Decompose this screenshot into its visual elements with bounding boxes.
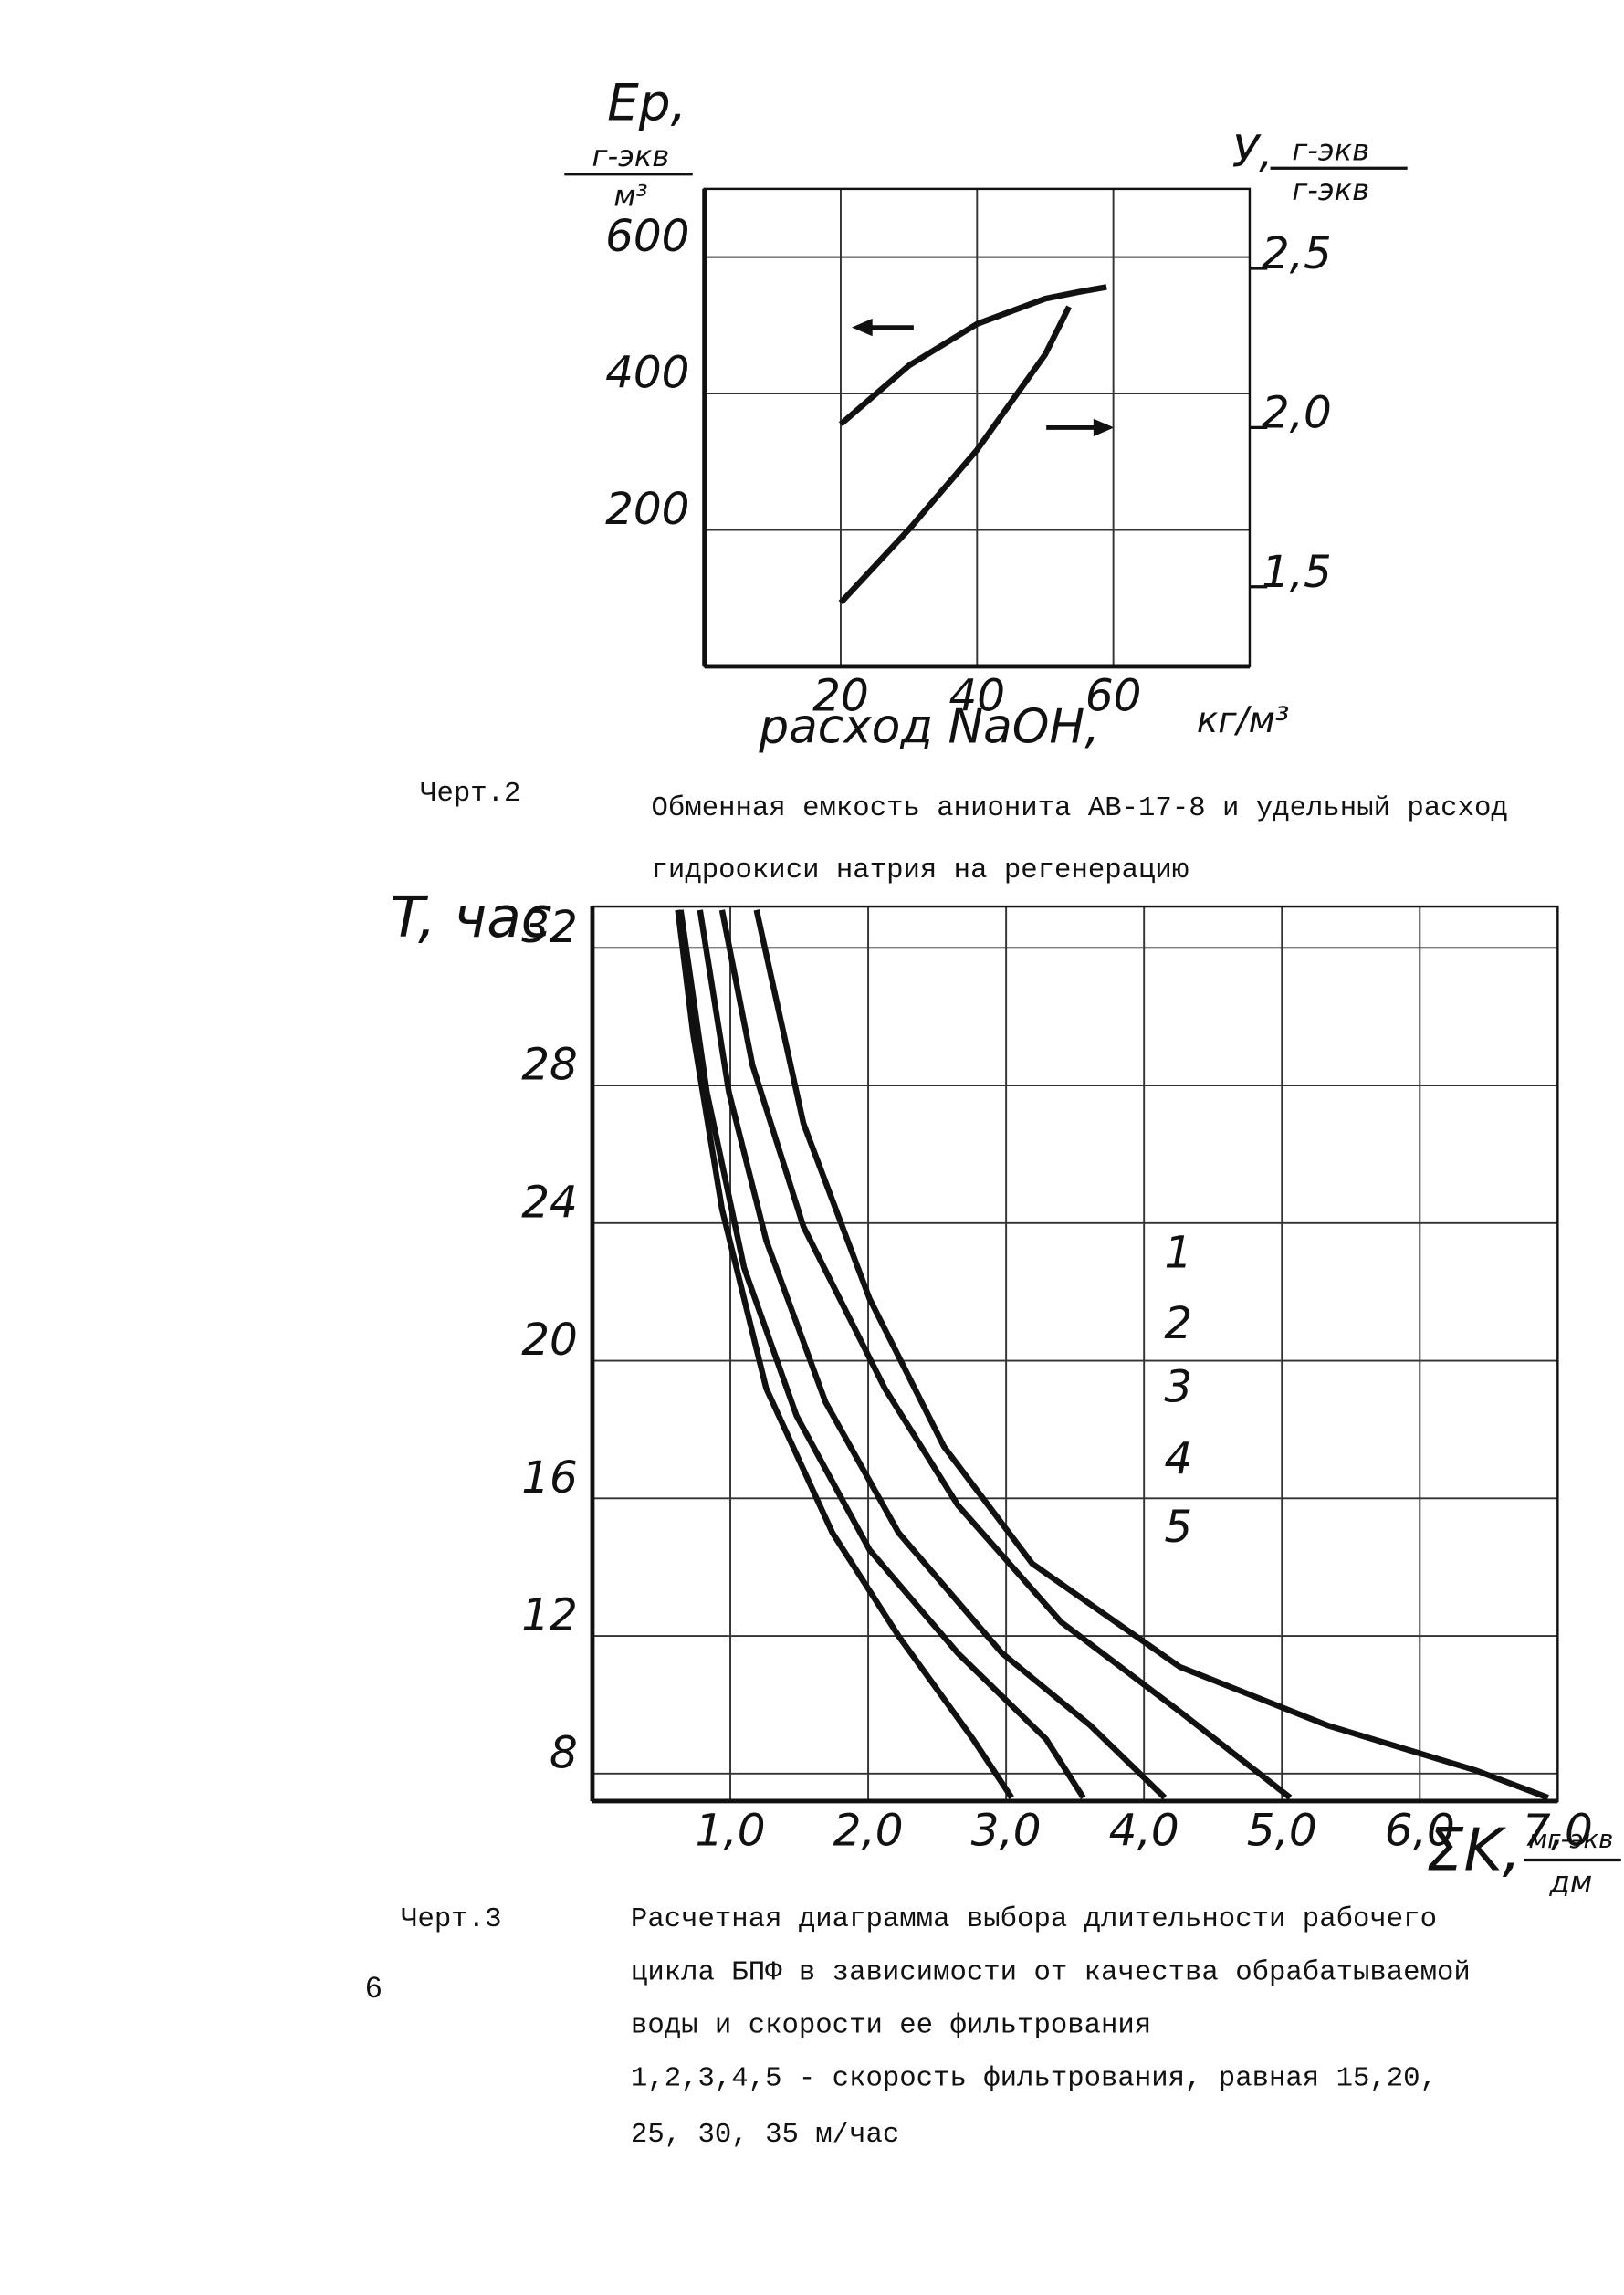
y-tick-label: 24 [521,1177,578,1228]
x-tick-label: 6,0 [1385,1805,1455,1856]
x-unit-num: мг-экв [1528,1826,1613,1854]
data-line [718,909,1293,1800]
y2-label: У, [1232,127,1273,178]
caption-line: цикла БПФ в зависимости от качества обра… [631,1956,1471,1988]
y-tick-label: 8 [550,1727,578,1778]
x-tick-label: 60 [1085,670,1142,721]
y2-tick-label: 2,5 [1262,228,1332,279]
data-line [697,909,1168,1800]
y2-tick-label: 1,5 [1262,547,1332,598]
series-label: 3 [1164,1362,1192,1413]
arrow-head [1093,418,1115,437]
caption-label: Черт.3 [401,1903,501,1935]
y-label: T, час [391,886,552,950]
caption-line: 25, 30, 35 м/час [631,2119,899,2151]
y-tick-label: 600 [605,211,689,262]
x-label: расход NaOH, [758,699,1099,754]
x-tick-label: 5,0 [1247,1805,1317,1856]
x-tick-label: 7,0 [1523,1805,1593,1856]
caption-line: гидроокиси натрия на регенерацию [652,854,1189,886]
y2-unit-num: г-экв [1292,133,1369,168]
y2-tick-label: 2,0 [1262,387,1332,438]
y-label: Eр, [607,74,686,132]
data-line [675,909,1014,1799]
x-tick-label: 4,0 [1109,1805,1179,1856]
data-line [753,909,1549,1801]
x-tick-label: 1,0 [696,1805,766,1856]
y-tick-label: 32 [521,902,578,953]
x-label: ΣK, [1427,1817,1522,1885]
caption-line: Расчетная диаграмма выбора длительности … [631,1903,1437,1935]
caption-line: воды и скорости ее фильтрования [631,2009,1151,2041]
series-label: 5 [1164,1502,1192,1553]
y-tick-label: 400 [605,348,689,399]
y-tick-label: 20 [521,1315,578,1366]
x-unit: кг/м³ [1197,700,1290,741]
y-unit-num: г-экв [592,139,670,173]
caption-line: 1,2,3,4,5 - скорость фильтрования, равна… [631,2063,1437,2095]
x-tick-label: 40 [948,670,1005,721]
x-tick-label: 2,0 [833,1805,904,1856]
x-unit-den: дм [1549,1864,1593,1899]
series-label: 1 [1164,1228,1192,1279]
data-line [838,305,1072,605]
series-label: 2 [1164,1298,1192,1349]
y-tick-label: 28 [521,1040,578,1091]
caption-label: Черт.2 [420,778,520,810]
y-tick-label: 12 [521,1590,578,1641]
data-line [677,909,1086,1799]
y-tick-label: 200 [605,484,689,535]
y-unit-den: м³ [613,179,647,214]
y2-unit-den: г-экв [1292,173,1369,207]
page-number: 6 [365,1971,382,2004]
x-tick-label: 3,0 [971,1805,1042,1856]
x-tick-label: 20 [812,670,869,721]
series-label: 4 [1164,1434,1192,1485]
data-line [838,284,1107,427]
caption-line: Обменная емкость анионита АВ-17-8 и удел… [652,792,1508,824]
arrow-head [852,318,873,337]
y-tick-label: 16 [521,1452,578,1504]
